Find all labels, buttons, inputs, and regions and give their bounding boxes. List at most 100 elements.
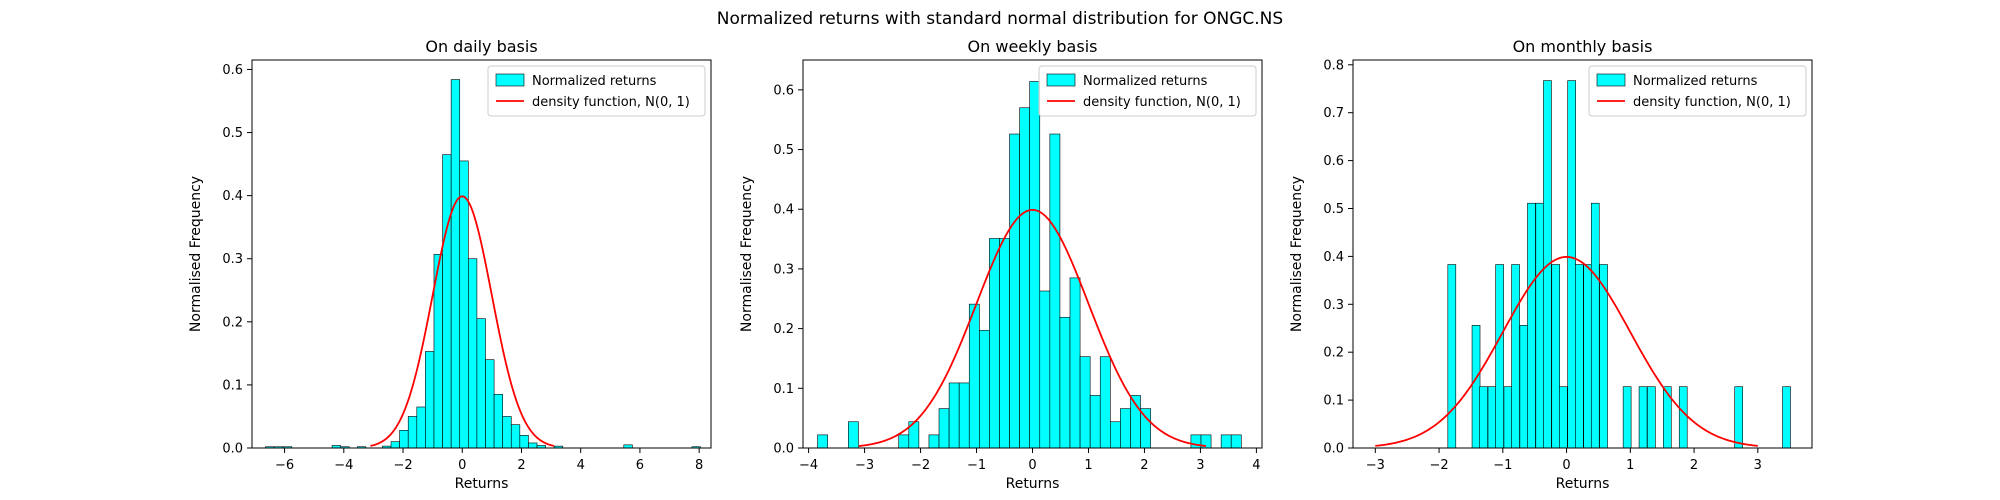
x-tick-label: −6 xyxy=(275,458,294,473)
histogram-bar xyxy=(1678,386,1688,449)
histogram-bar xyxy=(1590,202,1600,449)
x-tick-label: −4 xyxy=(799,458,818,473)
histogram-bar xyxy=(817,434,828,449)
histogram-bar xyxy=(1559,386,1568,449)
histogram-bar xyxy=(1059,316,1071,449)
histogram-bar xyxy=(390,441,400,449)
histogram-bar xyxy=(1089,395,1101,449)
y-tick-label: 0.0 xyxy=(773,442,794,457)
y-axis-label: Normalised Frequency xyxy=(188,176,204,332)
histogram-bar xyxy=(485,359,495,449)
histogram-bar xyxy=(938,408,950,449)
x-tick-label: 3 xyxy=(1754,458,1762,473)
y-tick-label: 0.0 xyxy=(1323,442,1344,457)
legend-label-bars: Normalized returns xyxy=(1633,74,1758,89)
histogram-bar xyxy=(407,416,418,449)
histogram-bar xyxy=(958,382,970,449)
y-axis-label: Normalised Frequency xyxy=(1289,176,1305,332)
y-tick-label: 0.6 xyxy=(1323,154,1344,169)
x-tick-label: 4 xyxy=(577,458,585,473)
figure-suptitle: Normalized returns with standard normal … xyxy=(717,9,1283,29)
x-tick-label: −3 xyxy=(1366,458,1385,473)
legend-box xyxy=(487,65,706,117)
y-tick-label: 0.5 xyxy=(1323,202,1344,217)
histogram-bar xyxy=(442,154,452,449)
x-tick-label: −4 xyxy=(334,458,353,473)
histogram-bar xyxy=(1220,434,1232,449)
y-tick-label: 0.7 xyxy=(1323,106,1344,121)
y-tick-label: 0.8 xyxy=(1323,58,1344,73)
x-tick-label: 6 xyxy=(636,458,644,473)
x-tick-label: 1 xyxy=(1084,458,1092,473)
histogram-bar xyxy=(989,238,1000,449)
x-tick-label: 0 xyxy=(1562,458,1570,473)
y-tick-label: 0.5 xyxy=(222,126,243,141)
histogram-bar xyxy=(1120,408,1131,449)
axes-frame xyxy=(251,59,712,449)
histogram-bar xyxy=(1734,386,1743,449)
histogram-bar xyxy=(1495,264,1504,449)
legend-swatch-bars xyxy=(495,73,525,87)
histogram-bar xyxy=(1519,325,1529,449)
x-tick-label: −2 xyxy=(393,458,412,473)
histogram-bar xyxy=(948,382,960,449)
monthly-chart-panel: −3 −2 −1 0 1 2 3 0.0 0.1 0.2 0.3 0.4 0.5 0.6 0.7 0.8 On … xyxy=(1289,37,1813,492)
x-tick-label: 2 xyxy=(517,458,525,473)
legend-label-curve: density function, N(0, 1) xyxy=(1633,95,1791,110)
legend-label-curve: density function, N(0, 1) xyxy=(1083,95,1241,110)
y-tick-label: 0.4 xyxy=(222,189,243,204)
legend-box xyxy=(1038,65,1257,117)
x-axis-label: Returns xyxy=(455,476,509,492)
chart-title: On weekly basis xyxy=(968,37,1098,56)
x-tick-label: 8 xyxy=(695,458,703,473)
legend-swatch-bars xyxy=(1596,73,1626,87)
legend-label-curve: density function, N(0, 1) xyxy=(532,95,690,110)
histogram-bar xyxy=(1575,264,1584,449)
x-tick-label: 3 xyxy=(1196,458,1204,473)
y-tick-label: 0.3 xyxy=(773,262,794,277)
histogram-bar xyxy=(1782,386,1791,449)
x-axis-label: Returns xyxy=(1556,476,1610,492)
y-tick-label: 0.1 xyxy=(773,382,794,397)
histogram-bar xyxy=(1527,202,1536,449)
histogram-bar xyxy=(1567,80,1576,449)
histogram-bar xyxy=(1479,386,1488,449)
histogram-bar xyxy=(1009,133,1020,449)
histogram-bar xyxy=(1079,356,1091,449)
histogram-bar xyxy=(1511,264,1520,449)
x-tick-label: 2 xyxy=(1690,458,1698,473)
y-tick-label: 0.1 xyxy=(1323,394,1344,409)
x-tick-label: −1 xyxy=(1493,458,1512,473)
histogram-bar xyxy=(1019,107,1031,449)
histogram-bar xyxy=(450,79,461,449)
histogram-bar xyxy=(1503,386,1513,449)
legend-label-bars: Normalized returns xyxy=(532,74,657,89)
y-tick-label: 0.3 xyxy=(1323,298,1344,313)
histogram-bar xyxy=(493,394,503,449)
density-curve xyxy=(370,195,555,447)
histogram-bar xyxy=(528,442,538,449)
histogram-bar xyxy=(979,330,990,449)
x-tick-label: −2 xyxy=(1429,458,1448,473)
histogram-bar xyxy=(459,160,469,449)
histogram-bar xyxy=(898,434,910,449)
y-tick-label: 0.1 xyxy=(222,378,243,393)
histogram-bar xyxy=(399,430,409,449)
histogram-bar xyxy=(1551,264,1561,449)
legend-box xyxy=(1588,65,1807,117)
histogram-bar xyxy=(1039,290,1051,449)
y-tick-label: 0.4 xyxy=(1323,250,1344,265)
x-axis-label: Returns xyxy=(1006,476,1060,492)
y-tick-label: 0.6 xyxy=(773,83,794,98)
y-tick-label: 0.5 xyxy=(773,143,794,158)
x-tick-label: −3 xyxy=(855,458,874,473)
x-tick-label: 2 xyxy=(1140,458,1148,473)
x-tick-label: 0 xyxy=(1028,458,1036,473)
chart-title: On daily basis xyxy=(425,37,537,56)
legend-label-bars: Normalized returns xyxy=(1083,74,1208,89)
chart-title: On monthly basis xyxy=(1513,37,1653,56)
histogram-bar xyxy=(416,406,426,449)
histogram-bar xyxy=(1029,81,1041,449)
histogram-bar xyxy=(848,421,859,449)
y-tick-label: 0.4 xyxy=(773,203,794,218)
